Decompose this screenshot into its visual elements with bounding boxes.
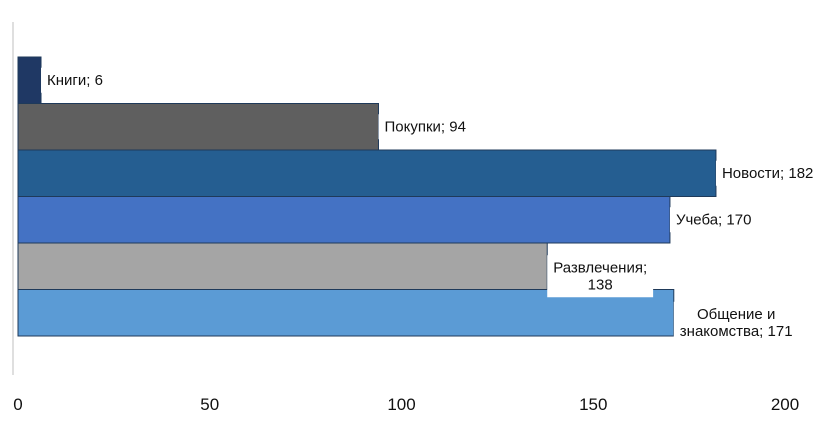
data-label-text: Новости; 182 [722, 165, 813, 182]
data-label-3: Новости; 182 [715, 160, 820, 186]
x-tick-label: 150 [579, 395, 607, 414]
x-tick-label: 100 [387, 395, 415, 414]
data-label-1: Книги; 6 [41, 67, 109, 93]
x-tick-label: 0 [13, 395, 22, 414]
data-label-text: знакомства; 171 [680, 323, 793, 340]
bar-2 [17, 103, 379, 151]
data-label-text: Книги; 6 [47, 72, 103, 89]
data-label-text: 138 [588, 276, 613, 293]
bar-4 [17, 196, 671, 244]
bar-3 [17, 149, 717, 197]
x-tick-label: 50 [200, 395, 219, 414]
data-label-text: Учеба; 170 [676, 211, 751, 228]
bar-1 [17, 56, 42, 104]
data-labels-layer: Книги; 6 Покупки; 94 Новости; 182 Учеба; 17… [41, 67, 820, 344]
data-label-background [715, 160, 820, 186]
data-label-background [41, 67, 109, 93]
x-tick-label: 200 [771, 395, 799, 414]
data-label-background [673, 301, 799, 344]
bars-layer [17, 56, 717, 337]
data-label-text: Развлечения; [553, 259, 647, 276]
data-label-5: Развлечения;138 [547, 255, 654, 298]
data-label-background [669, 207, 758, 233]
axis-layer: 0 50 100 150 200 [12, 22, 799, 414]
bar-5 [17, 242, 548, 290]
data-label-background [378, 114, 472, 140]
data-label-background [547, 255, 654, 298]
data-label-2: Покупки; 94 [378, 114, 472, 140]
data-label-text: Покупки; 94 [384, 118, 465, 135]
data-label-text: Общение и [697, 306, 775, 323]
data-label-4: Учеба; 170 [669, 207, 758, 233]
